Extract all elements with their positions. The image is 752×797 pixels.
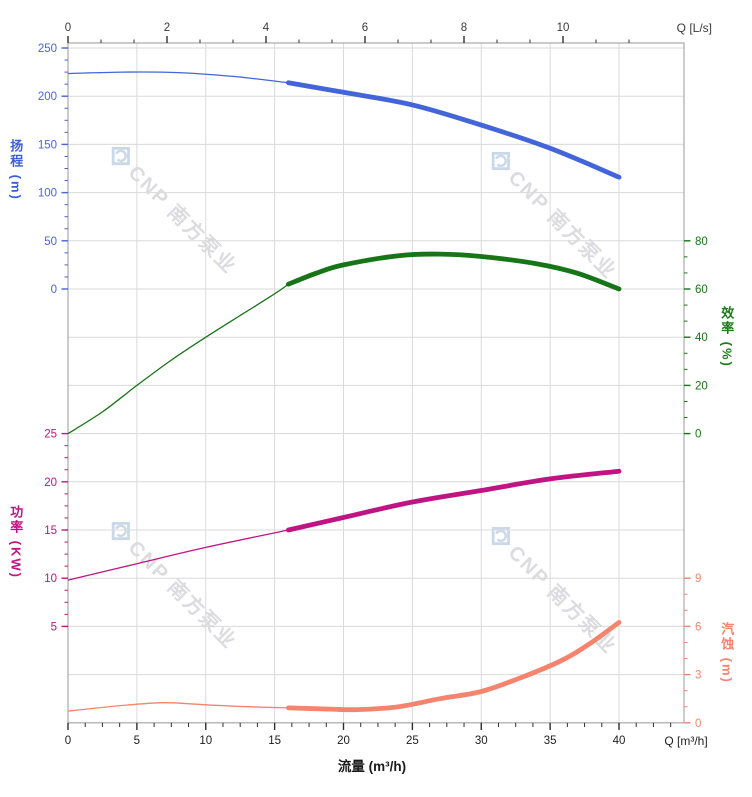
cnp-logo-icon <box>492 151 511 170</box>
head-axis: 250 200 150 100 50 0 <box>38 43 68 296</box>
svg-text:15: 15 <box>268 735 281 747</box>
flow-axis-title: 流量 (m³/h) <box>337 759 407 774</box>
svg-text:9: 9 <box>695 573 701 585</box>
svg-text:20: 20 <box>337 735 350 747</box>
svg-text:0: 0 <box>65 22 71 34</box>
svg-text:8: 8 <box>461 22 467 34</box>
gridlines <box>68 43 684 723</box>
svg-text:25: 25 <box>44 429 57 441</box>
svg-text:10: 10 <box>557 22 570 34</box>
power-axis: 25 20 15 10 5 <box>44 429 68 633</box>
svg-text:25: 25 <box>406 735 419 747</box>
head-curve-duty <box>286 80 622 180</box>
efficiency-axis: 80 60 40 20 0 <box>684 236 708 441</box>
svg-text:80: 80 <box>695 236 708 248</box>
svg-text:0: 0 <box>695 429 701 441</box>
svg-text:40: 40 <box>613 735 626 747</box>
efficiency-axis-title: 效率 (%) <box>719 306 735 368</box>
watermark: CNP 南方泵业 <box>482 141 625 284</box>
svg-text:5: 5 <box>51 621 57 633</box>
cnp-logo-icon <box>492 526 511 545</box>
efficiency-curve <box>67 251 622 435</box>
head-curve <box>67 71 622 180</box>
top-axis-unit-label: Q [L/s] <box>676 21 712 35</box>
power-curve <box>67 468 622 581</box>
svg-text:100: 100 <box>38 188 57 200</box>
bottom-axis: 0 5 10 15 20 25 30 35 40 <box>65 722 672 747</box>
cnp-logo-icon <box>112 521 131 540</box>
svg-text:35: 35 <box>544 735 557 747</box>
svg-text:10: 10 <box>199 735 212 747</box>
svg-text:50: 50 <box>44 236 57 248</box>
svg-text:20: 20 <box>44 477 57 489</box>
svg-text:5: 5 <box>134 735 140 747</box>
svg-text:4: 4 <box>263 22 270 34</box>
npsh-axis-title: 汽蚀 (m) <box>719 622 735 684</box>
svg-text:6: 6 <box>362 22 368 34</box>
svg-text:150: 150 <box>38 139 57 151</box>
power-curve-thin <box>67 529 289 581</box>
svg-text:0: 0 <box>695 718 701 730</box>
power-axis-title: 功率 (KW) <box>8 505 24 579</box>
efficiency-curve-duty <box>286 251 622 292</box>
svg-text:20: 20 <box>695 380 708 392</box>
svg-text:0: 0 <box>65 735 71 747</box>
cnp-logo-icon <box>112 146 131 165</box>
head-curve-thin <box>67 71 289 84</box>
svg-text:3: 3 <box>695 670 701 682</box>
power-curve-duty <box>286 468 622 533</box>
top-axis: 0 2 4 6 8 10 <box>65 22 630 43</box>
svg-text:6: 6 <box>695 621 701 633</box>
svg-text:15: 15 <box>44 525 57 537</box>
head-axis-title: 扬程 (m) <box>8 139 24 201</box>
plot-border <box>67 42 685 724</box>
watermark: CNP 南方泵业 <box>102 136 245 279</box>
svg-text:10: 10 <box>44 573 57 585</box>
svg-text:200: 200 <box>38 91 57 103</box>
svg-text:2: 2 <box>164 22 170 34</box>
npsh-curve-thin <box>67 702 289 712</box>
bottom-axis-unit-label: Q [m³/h] <box>664 734 708 748</box>
svg-text:0: 0 <box>51 284 57 296</box>
svg-text:250: 250 <box>38 43 57 55</box>
watermark: CNP 南方泵业 <box>102 511 245 654</box>
svg-text:40: 40 <box>695 332 708 344</box>
watermark: CNP 南方泵业 <box>482 516 625 659</box>
npsh-axis: 9 6 3 0 <box>684 573 701 730</box>
svg-text:30: 30 <box>475 735 488 747</box>
efficiency-curve-thin <box>67 283 289 435</box>
svg-text:60: 60 <box>695 284 708 296</box>
npsh-curve-duty <box>286 620 622 713</box>
npsh-curve <box>67 620 622 713</box>
